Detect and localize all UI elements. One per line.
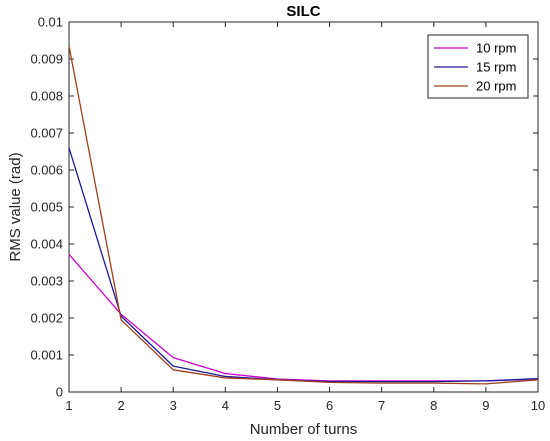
y-tick-label: 0 xyxy=(56,385,63,400)
y-tick-label: 0.006 xyxy=(30,163,63,178)
series-line-20-rpm xyxy=(68,45,539,385)
legend-label: 15 rpm xyxy=(476,60,516,75)
y-tick-label: 0.001 xyxy=(30,348,63,363)
y-tick-label: 0.008 xyxy=(30,89,63,104)
y-tick-label: 0.007 xyxy=(30,126,63,141)
legend-label: 20 rpm xyxy=(476,79,516,94)
y-tick-label: 0.009 xyxy=(30,52,63,67)
x-tick-label: 7 xyxy=(378,398,385,413)
y-tick-label: 0.004 xyxy=(30,237,63,252)
x-tick-label: 3 xyxy=(170,398,177,413)
x-tick-label: 1 xyxy=(65,398,72,413)
x-tick-label: 2 xyxy=(117,398,124,413)
x-tick-label: 5 xyxy=(274,398,281,413)
x-axis: 1 2 3 4 5 6 7 8 9 10 xyxy=(65,22,545,413)
y-tick-label: 0.005 xyxy=(30,200,63,215)
x-tick-label: 8 xyxy=(430,398,437,413)
legend-label: 10 rpm xyxy=(476,41,516,56)
y-tick-label: 0.002 xyxy=(30,311,63,326)
y-axis: 0 0.001 0.002 0.003 0.004 0.005 0.006 0.007 0.00… xyxy=(30,15,538,400)
chart-title: SILC xyxy=(286,3,320,20)
x-tick-label: 10 xyxy=(531,398,545,413)
x-tick-label: 9 xyxy=(482,398,489,413)
x-axis-title: Number of turns xyxy=(250,421,358,438)
y-tick-label: 0.01 xyxy=(38,15,63,30)
legend: 10 rpm 15 rpm 20 rpm xyxy=(427,34,529,99)
y-tick-label: 0.003 xyxy=(30,274,63,289)
series-lines xyxy=(68,45,539,385)
x-tick-label: 6 xyxy=(326,398,333,413)
x-tick-label: 4 xyxy=(222,398,229,413)
y-axis-title: RMS value (rad) xyxy=(7,152,24,261)
